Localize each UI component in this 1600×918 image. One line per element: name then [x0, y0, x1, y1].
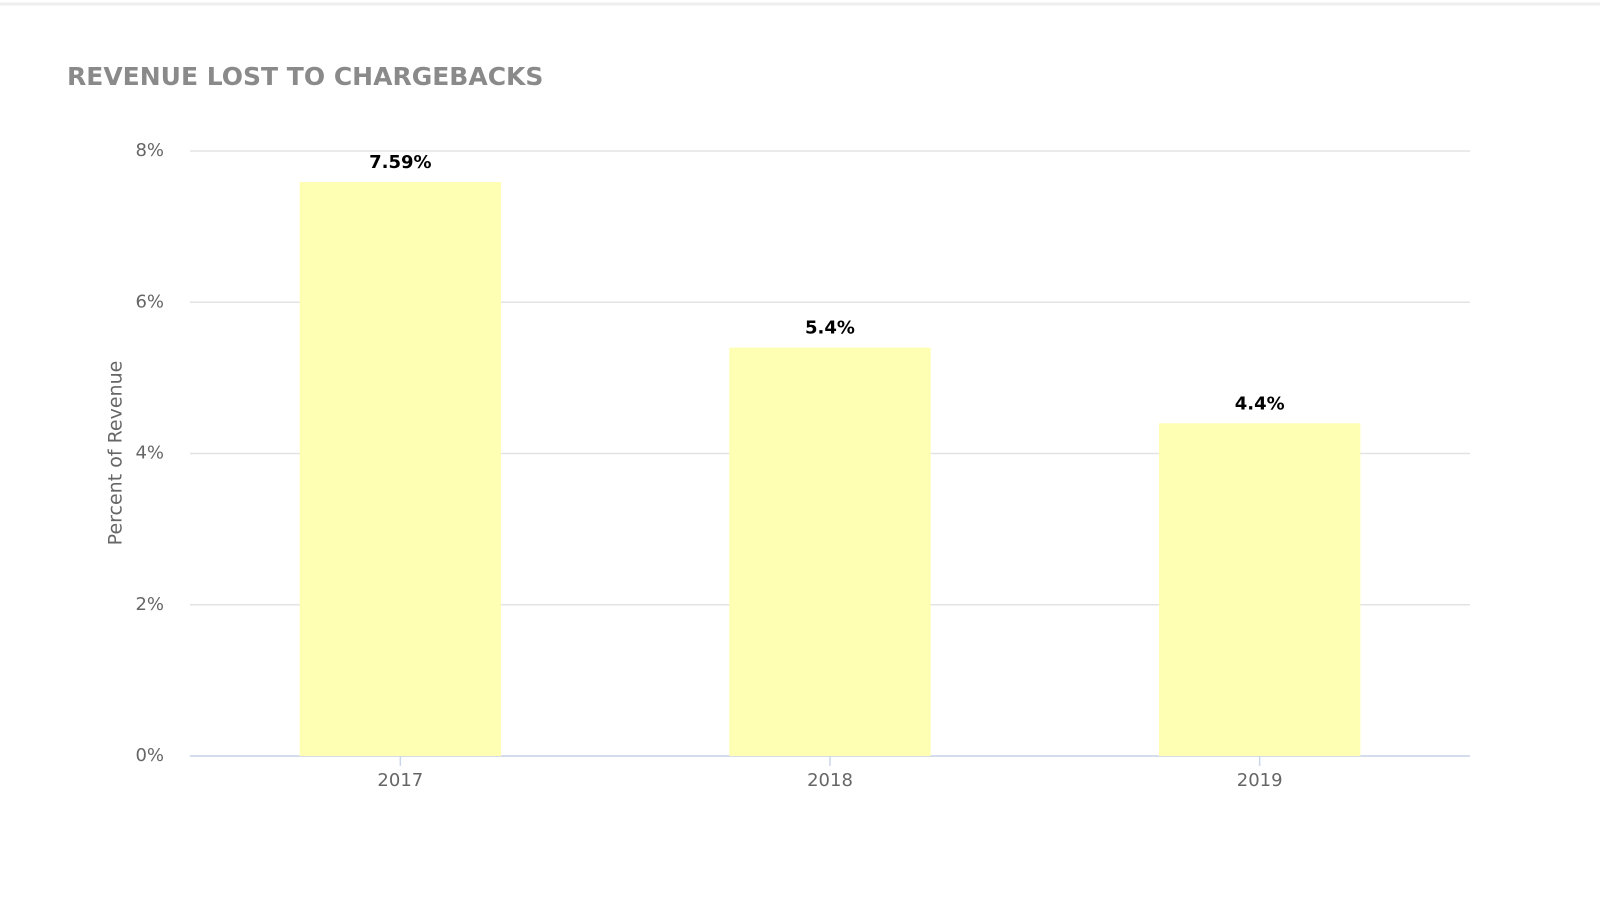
bar [299, 182, 502, 757]
y-axis-label: Percent of Revenue [105, 361, 127, 546]
y-tick-label: 0% [135, 745, 164, 766]
y-tick-label: 6% [135, 291, 164, 312]
y-tick-label: 2% [135, 594, 164, 615]
data-label: 5.4% [805, 318, 855, 339]
x-tick-label: 2018 [807, 770, 853, 791]
y-tick-label: 8% [135, 140, 164, 161]
x-tick-label: 2017 [377, 770, 423, 791]
x-tick-label: 2019 [1237, 770, 1283, 791]
bar [729, 347, 931, 756]
chart-title: REVENUE LOST TO CHARGEBACKS [67, 62, 543, 91]
y-tick-label: 4% [135, 443, 164, 464]
bar [1158, 423, 1361, 756]
data-label: 7.59% [369, 152, 431, 173]
data-label: 4.4% [1235, 393, 1285, 414]
